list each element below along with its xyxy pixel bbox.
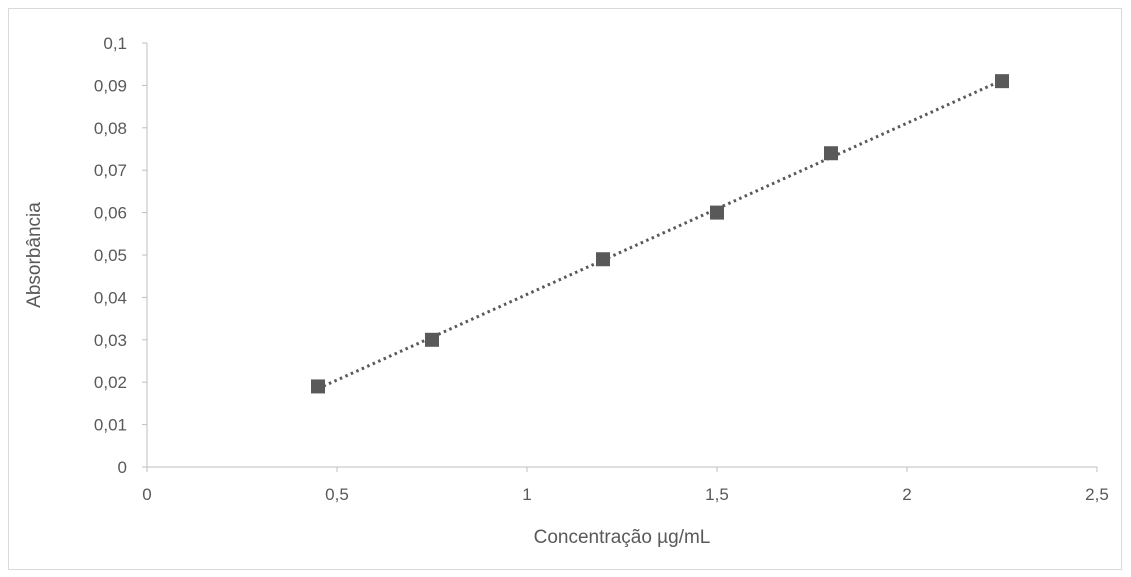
data-point	[425, 332, 439, 347]
chart-area	[8, 8, 1122, 570]
y-tick-label: 0,03	[94, 331, 127, 350]
x-tick-label: 1,5	[705, 485, 729, 504]
y-tick-label: 0,07	[94, 161, 127, 180]
y-tick-label: 0,01	[94, 416, 127, 435]
data-point	[596, 252, 610, 267]
y-tick-label: 0,05	[94, 246, 127, 265]
y-axis: 0 0,01 0,02 0,03 0,04 0,05 0,06 0,07 0,08 0,09 0,1	[94, 34, 148, 477]
y-tick-label: 0,08	[94, 119, 127, 138]
y-tick-label: 0	[118, 458, 127, 477]
x-tick-label: 2	[902, 485, 911, 504]
y-tick-label: 0,06	[94, 204, 127, 223]
data-point	[710, 205, 724, 220]
x-axis-title: Concentração µg/mL	[534, 527, 711, 548]
trendline	[317, 78, 1003, 390]
y-axis-title: Absorbância	[24, 202, 45, 308]
x-axis: 0 0,5 1 1,5 2 2,5	[142, 466, 1109, 504]
data-points	[311, 74, 1009, 394]
y-tick-label: 0,1	[103, 34, 127, 53]
data-point	[311, 379, 325, 394]
x-tick-label: 1	[522, 485, 531, 504]
trendline-group	[317, 78, 1003, 390]
y-tick-label: 0,09	[94, 76, 127, 95]
x-tick-label: 2,5	[1085, 485, 1109, 504]
data-point	[995, 74, 1009, 89]
y-tick-label: 0,04	[94, 288, 127, 307]
x-tick-label: 0	[142, 485, 151, 504]
data-point	[824, 146, 838, 161]
x-tick-label: 0,5	[325, 485, 349, 504]
y-tick-label: 0,02	[94, 373, 127, 392]
